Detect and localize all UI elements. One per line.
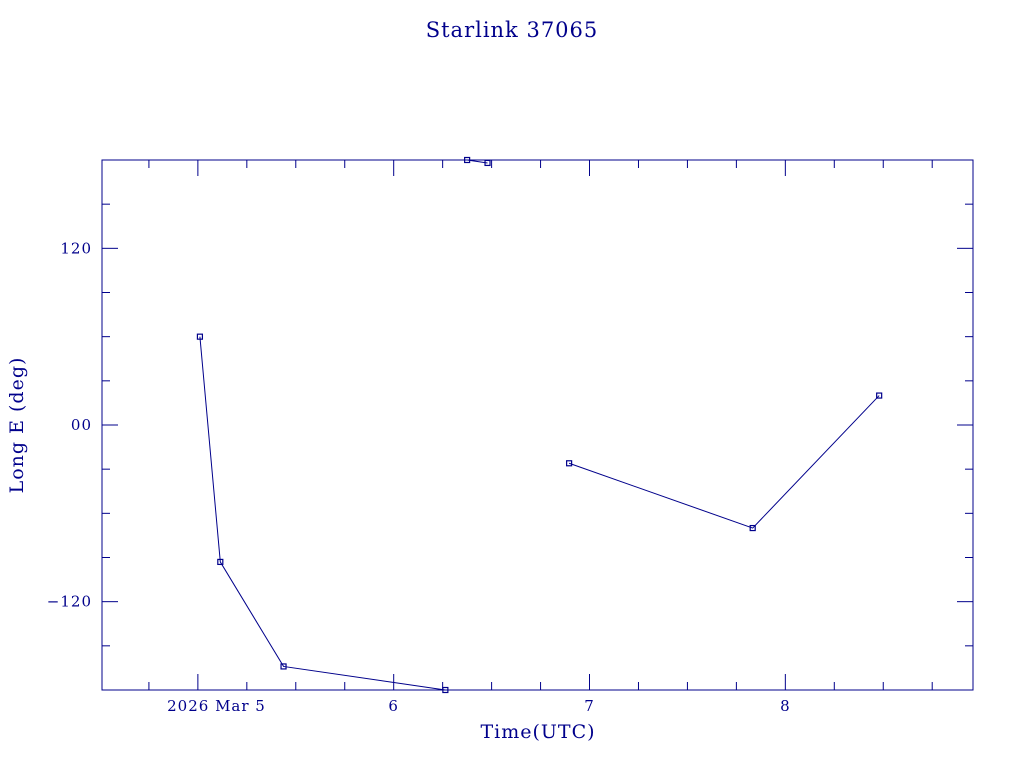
x-tick-label: 2026 Mar 5: [167, 697, 266, 715]
series-line: [199, 336, 446, 691]
data-point: [464, 156, 471, 164]
plot-frame: [101, 159, 974, 691]
data-point: [749, 524, 756, 532]
y-tick-label: −120: [47, 593, 92, 611]
data-point: [196, 333, 204, 340]
data-point: [217, 558, 224, 566]
data-point: [484, 159, 491, 167]
y-tick-label: 00: [71, 416, 92, 434]
y-axis-label: Long E (deg): [6, 357, 28, 494]
series-line: [467, 159, 488, 164]
x-tick-labels: 2026 Mar 5 6 7 8: [167, 697, 791, 715]
chart-title: Starlink 37065: [426, 18, 599, 42]
axis-ticks: [102, 159, 973, 691]
data-point: [442, 686, 449, 694]
data-point: [876, 392, 883, 399]
series-line: [568, 395, 880, 529]
y-tick-label: 120: [60, 239, 92, 257]
x-tick-label: 6: [388, 697, 399, 715]
x-tick-label: 7: [584, 697, 595, 715]
x-tick-label: 8: [780, 697, 791, 715]
y-tick-labels: 120 00 −120: [47, 239, 92, 611]
data-point: [566, 460, 573, 467]
data-point: [280, 663, 287, 670]
x-axis-label: Time(UTC): [480, 721, 595, 743]
series-layer: [196, 156, 883, 694]
